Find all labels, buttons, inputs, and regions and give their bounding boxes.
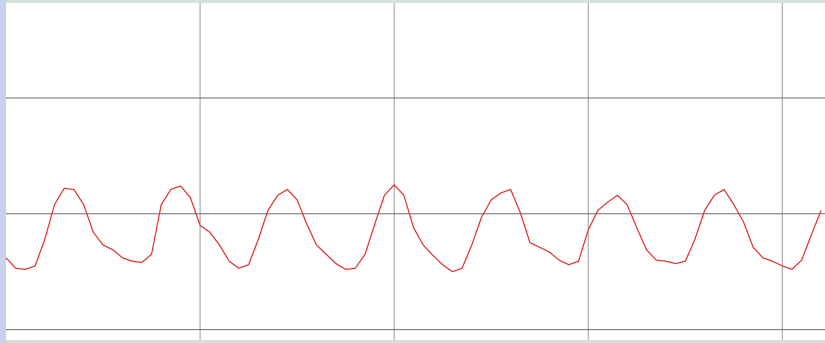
plot-area bbox=[6, 3, 825, 340]
left-strip bbox=[0, 0, 6, 343]
waveform-line bbox=[5, 184, 822, 273]
